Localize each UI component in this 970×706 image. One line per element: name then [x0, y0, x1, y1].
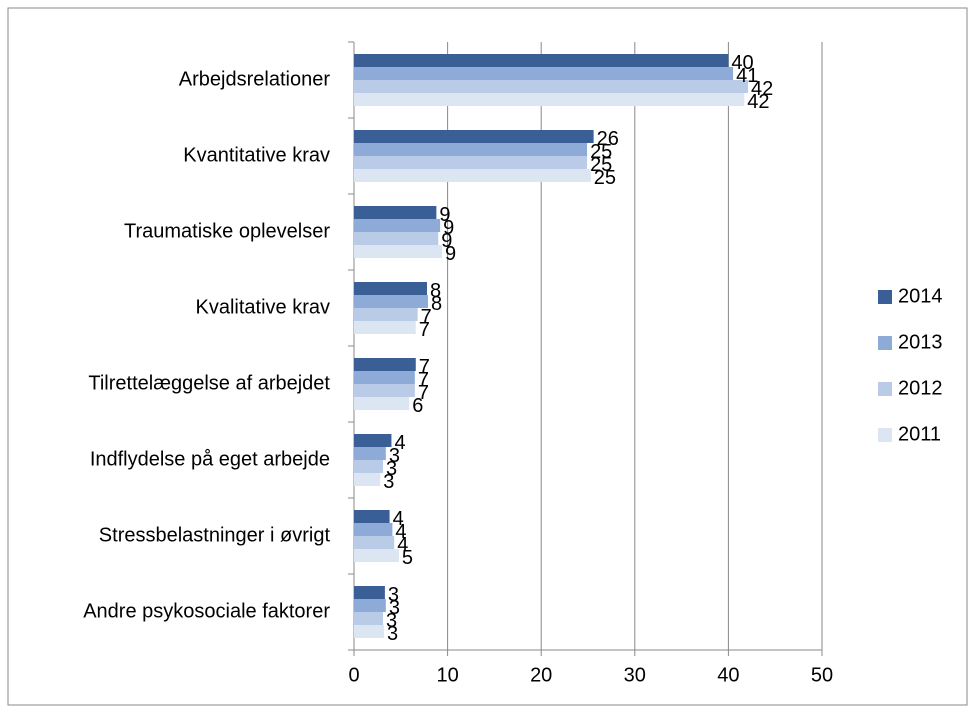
data-label: 9: [445, 243, 456, 265]
y-tick-label: Indflydelse på eget arbejde: [90, 448, 330, 470]
legend-swatch: [878, 382, 892, 396]
data-label: 3: [388, 584, 399, 606]
bar: [354, 371, 415, 384]
y-tick-label: Kvantitative krav: [183, 144, 330, 166]
data-label: 6: [412, 395, 423, 417]
data-label: 8: [430, 280, 441, 302]
data-label: 4: [393, 508, 404, 530]
bar: [354, 612, 384, 625]
y-tick-label: Arbejdsrelationer: [179, 68, 331, 90]
bar: [354, 67, 734, 80]
legend-swatch: [878, 428, 892, 442]
data-label: 25: [594, 167, 616, 189]
x-tick-label: 50: [811, 664, 833, 686]
bar: [354, 130, 594, 143]
bar: [354, 295, 428, 308]
data-label: 3: [383, 471, 394, 493]
data-label: 3: [387, 623, 398, 645]
y-tick-label: Andre psykosociale faktorer: [83, 600, 330, 622]
legend-swatch: [878, 336, 892, 350]
bar: [354, 143, 588, 156]
bar: [354, 321, 416, 334]
bar: [354, 358, 416, 371]
data-label: 40: [731, 52, 753, 74]
bar: [354, 434, 392, 447]
bar: [354, 473, 381, 486]
bar: [354, 245, 442, 258]
bar: [354, 219, 441, 232]
data-label: 7: [419, 319, 430, 341]
legend-swatch: [878, 290, 892, 304]
bar: [354, 384, 415, 397]
bar: [354, 308, 418, 321]
data-label: 41: [736, 65, 758, 87]
bar: [354, 599, 386, 612]
data-label: 8: [431, 293, 442, 315]
data-label: 5: [402, 547, 413, 569]
bar: [354, 460, 384, 473]
data-label: 3: [389, 445, 400, 467]
data-label: 7: [421, 306, 432, 328]
bar: [354, 93, 745, 106]
data-label: 25: [590, 141, 612, 163]
x-tick-label: 40: [717, 664, 739, 686]
legend-label: 2012: [898, 377, 943, 399]
bar: [354, 523, 393, 536]
y-tick-label: Traumatiske oplevelser: [124, 220, 330, 242]
data-label: 3: [386, 458, 397, 480]
data-label: 42: [747, 91, 769, 113]
bar: [354, 169, 591, 182]
data-label: 3: [386, 610, 397, 632]
data-label: 4: [394, 432, 405, 454]
bar: [354, 397, 410, 410]
data-label: 4: [397, 534, 408, 556]
y-tick-label: Stressbelastninger i øvrigt: [99, 524, 331, 546]
data-label: 26: [597, 128, 619, 150]
y-tick-label: Tilrettelæggelse af arbejdet: [88, 372, 330, 394]
bar: [354, 54, 729, 67]
bar: [354, 447, 386, 460]
data-label: 25: [590, 154, 612, 176]
bar: [354, 510, 390, 523]
data-label: 7: [418, 382, 429, 404]
data-label: 4: [395, 521, 406, 543]
bars: [354, 54, 749, 638]
labels: 0 10 20 30 40 50Arbejdsrelationer40414242Kvan…: [83, 52, 942, 687]
data-label: 9: [443, 217, 454, 239]
x-tick-label: 30: [624, 664, 646, 686]
chart-frame: [7, 7, 968, 706]
bar: [354, 586, 385, 599]
bar: [354, 80, 749, 93]
bar: [354, 232, 439, 245]
bar: [354, 536, 395, 549]
x-tick-label: 0: [348, 664, 359, 686]
legend-label: 2013: [898, 331, 943, 353]
data-label: 3: [389, 597, 400, 619]
data-label: 9: [441, 230, 452, 252]
data-label: 9: [439, 204, 450, 226]
bar: [354, 549, 399, 562]
data-label: 7: [418, 369, 429, 391]
legend-label: 2011: [898, 423, 941, 445]
x-tick-label: 20: [530, 664, 552, 686]
y-tick-label: Kvalitative krav: [196, 296, 331, 318]
bar: [354, 625, 384, 638]
x-tick-label: 10: [436, 664, 458, 686]
data-label: 42: [751, 78, 773, 100]
legend-label: 2014: [898, 285, 943, 307]
bar: [354, 156, 588, 169]
data-label: 7: [419, 356, 430, 378]
bar: [354, 282, 428, 295]
bar: [354, 206, 437, 219]
